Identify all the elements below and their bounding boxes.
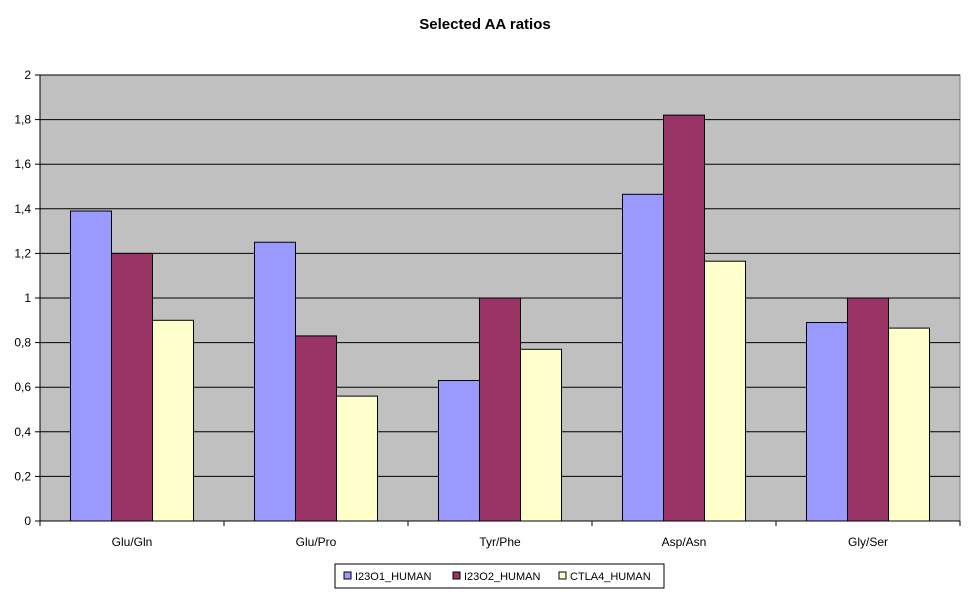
legend-label: CTLA4_HUMAN — [570, 571, 651, 583]
y-tick-label: 1 — [24, 291, 31, 305]
legend-swatch — [452, 571, 461, 580]
x-tick-label: Gly/Ser — [848, 535, 888, 549]
legend-label: I23O1_HUMAN — [355, 571, 431, 583]
y-tick-label: 0,2 — [14, 469, 31, 483]
y-tick-label: 1,4 — [14, 202, 31, 216]
bar-i23o1-human — [438, 380, 480, 522]
y-tick-label: 1,2 — [14, 246, 31, 260]
y-axis-ticks: 0 0,2 0,4 0,6 0,8 1 1,2 1,4 1,6 1,8 2 — [14, 68, 40, 528]
x-tick-label: Asp/Asn — [662, 535, 707, 549]
legend-swatch — [343, 571, 352, 580]
y-tick-label: 2 — [24, 68, 31, 82]
bar-i23o2-human — [479, 297, 521, 522]
y-tick-label: 0,6 — [14, 380, 31, 394]
legend-swatch — [558, 571, 567, 580]
bar-i23o2-human — [111, 252, 153, 522]
x-tick-label: Glu/Gln — [112, 535, 153, 549]
y-tick-label: 1,6 — [14, 157, 31, 171]
bar-ctla4-human — [336, 395, 378, 522]
bar-i23o2-human — [295, 335, 337, 522]
legend-box — [334, 563, 665, 589]
y-tick-label: 0,4 — [14, 425, 31, 439]
bar-i23o1-human — [806, 322, 848, 522]
y-tick-label: 1,8 — [14, 113, 31, 127]
x-tick-label: Glu/Pro — [296, 535, 337, 549]
chart-title: Selected AA ratios — [419, 16, 550, 33]
bar-ctla4-human — [152, 319, 194, 522]
bar-ctla4-human — [520, 348, 562, 522]
bar-i23o1-human — [622, 193, 664, 522]
bar-ctla4-human — [888, 327, 930, 522]
y-tick-label: 0,8 — [14, 336, 31, 350]
legend: I23O1_HUMAN I23O2_HUMAN CTLA4_HUMAN — [334, 563, 665, 589]
bar-i23o1-human — [254, 241, 296, 522]
x-axis-ticks: Glu/Gln Glu/Pro Tyr/Phe Asp/Asn Gly/Ser — [39, 521, 961, 549]
bar-i23o2-human — [663, 114, 705, 522]
bar-i23o2-human — [847, 297, 889, 522]
legend-label: I23O2_HUMAN — [464, 571, 540, 583]
x-tick-label: Tyr/Phe — [479, 535, 521, 549]
bar-ctla4-human — [704, 260, 746, 522]
bar-i23o1-human — [70, 210, 112, 522]
y-tick-label: 0 — [24, 514, 31, 528]
